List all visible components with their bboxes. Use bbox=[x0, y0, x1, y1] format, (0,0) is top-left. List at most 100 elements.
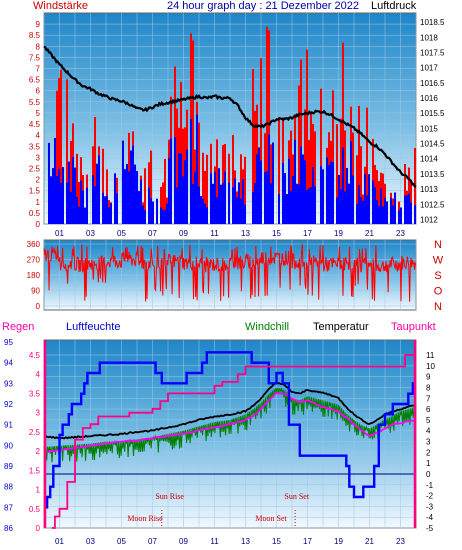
temperature-tick: 4 bbox=[426, 427, 431, 436]
wind-average-bar bbox=[358, 185, 360, 224]
temperature-tick: -2 bbox=[426, 492, 434, 501]
rain-tick: 0 bbox=[36, 524, 41, 533]
hour-tick: 01 bbox=[55, 229, 64, 238]
humidity-tick: 88 bbox=[4, 483, 13, 492]
wind-average-bar bbox=[356, 203, 358, 224]
wind-average-bar bbox=[106, 195, 108, 224]
wind-average-bar bbox=[326, 157, 328, 224]
pressure-trace bbox=[43, 45, 417, 188]
wind-speed-tick: 1.5 bbox=[29, 187, 41, 196]
wind-gust-bar bbox=[198, 122, 200, 224]
direction-tick: 0 bbox=[36, 302, 41, 311]
compass-letter: S bbox=[434, 270, 441, 282]
wind-average-bar bbox=[114, 173, 116, 224]
wind-average-bar bbox=[372, 180, 374, 224]
wind-average-bar bbox=[162, 209, 164, 224]
wind-average-bar bbox=[174, 137, 176, 224]
wind-average-bar bbox=[170, 138, 172, 224]
wind-average-bar bbox=[68, 161, 70, 224]
humidity-trace bbox=[44, 351, 416, 509]
wind-average-bar bbox=[328, 164, 330, 224]
wind-average-bar bbox=[94, 186, 96, 224]
legend-regen: Regen bbox=[2, 321, 34, 333]
wind-average-bar bbox=[298, 184, 300, 224]
wind-average-bar bbox=[206, 207, 208, 224]
wind-average-bar bbox=[404, 195, 406, 224]
wind-average-bar bbox=[304, 160, 306, 224]
hour-tick: 23 bbox=[396, 229, 405, 238]
wind-gust-bar bbox=[310, 113, 312, 224]
wind-average-bar bbox=[360, 197, 362, 224]
wind-average-bar bbox=[264, 172, 266, 224]
pressure-tick: 1013 bbox=[420, 185, 438, 194]
direction-tick: 360 bbox=[27, 240, 41, 249]
sun-rise-label: Sun Rise bbox=[155, 492, 184, 501]
wind-speed-tick: 5.5 bbox=[29, 98, 41, 107]
humidity-line bbox=[44, 351, 416, 509]
wind-gust-bar bbox=[70, 140, 72, 224]
temperature-tick: 7 bbox=[426, 394, 431, 403]
hour-tick: 03 bbox=[86, 537, 95, 546]
wind-speed-tick: 6 bbox=[36, 87, 41, 96]
wind-average-bar bbox=[390, 197, 392, 224]
wind-average-bar bbox=[312, 166, 314, 224]
wind-speed-tick: 0.5 bbox=[29, 209, 41, 218]
wind-speed-tick: 4 bbox=[36, 131, 41, 140]
wind-gust-bar bbox=[102, 148, 104, 224]
wind-average-bar bbox=[236, 197, 238, 224]
wind-speed-tick: 1 bbox=[36, 198, 41, 207]
wind-average-bar bbox=[306, 190, 308, 224]
wind-speed-tick: 8.5 bbox=[29, 31, 41, 40]
wind-speed-tick: 2 bbox=[36, 176, 41, 185]
wind-average-bar bbox=[164, 209, 166, 224]
wind-gust-bar bbox=[204, 170, 206, 224]
wind-average-bar bbox=[340, 189, 342, 224]
wind-average-bar bbox=[320, 166, 322, 224]
humidity-tick: 86 bbox=[4, 524, 13, 533]
wind-gust-bar bbox=[340, 118, 342, 224]
temperature-tick: 6 bbox=[426, 405, 431, 414]
wind-gust-bar bbox=[344, 130, 346, 224]
wind-gust-bar bbox=[300, 59, 302, 225]
wind-average-bar bbox=[270, 183, 272, 224]
wind-gust-bar bbox=[160, 186, 162, 224]
humidity-tick: 92 bbox=[4, 400, 13, 409]
wind-gust-bar bbox=[66, 79, 68, 224]
wind-average-bar bbox=[142, 205, 144, 224]
wind-average-bar bbox=[202, 198, 204, 224]
wind-average-bar bbox=[134, 164, 136, 224]
temperature-tick: 5 bbox=[426, 416, 431, 425]
wind-speed-tick: 5 bbox=[36, 109, 41, 118]
temperature-tick: 8 bbox=[426, 383, 431, 392]
wind-average-bar bbox=[256, 154, 258, 224]
pressure-tick: 1018 bbox=[420, 33, 438, 42]
wind-average-bar bbox=[180, 153, 182, 224]
pressure-tick: 1014.5 bbox=[420, 140, 445, 149]
temperature-tick: 0 bbox=[426, 470, 431, 479]
pressure-tick: 1014 bbox=[420, 155, 438, 164]
wind-gust-bar bbox=[266, 26, 268, 224]
wind-average-bar bbox=[242, 179, 244, 224]
wind-gust-bar bbox=[182, 128, 184, 224]
rain-tick: 4 bbox=[36, 370, 41, 379]
dewpoint-trace bbox=[44, 391, 417, 454]
wind-gust-bar bbox=[180, 82, 182, 224]
humidity-tick: 93 bbox=[4, 379, 13, 388]
wind-gust-bar bbox=[342, 42, 344, 225]
wind-gust-bar bbox=[78, 181, 80, 224]
pressure-tick: 1017 bbox=[420, 64, 438, 73]
wind-average-bar bbox=[272, 142, 274, 224]
pressure-tick: 1012 bbox=[420, 215, 438, 224]
wind-average-bar bbox=[212, 183, 214, 224]
wind-gust-bar bbox=[332, 90, 334, 224]
wind-pressure-panel: 0 0.5 1 1.5 2 2.5 3 3.5 4 4.5 5 5.5 6 6.5 7 7.5 8 8.5 9 10… bbox=[29, 12, 445, 238]
hour-tick: 03 bbox=[86, 229, 95, 238]
wind-gust-bar bbox=[58, 78, 60, 224]
wind-average-bar bbox=[290, 191, 292, 224]
temperature-line bbox=[43, 380, 417, 440]
wind-average-bar bbox=[110, 203, 112, 224]
wind-average-bar bbox=[86, 187, 88, 224]
